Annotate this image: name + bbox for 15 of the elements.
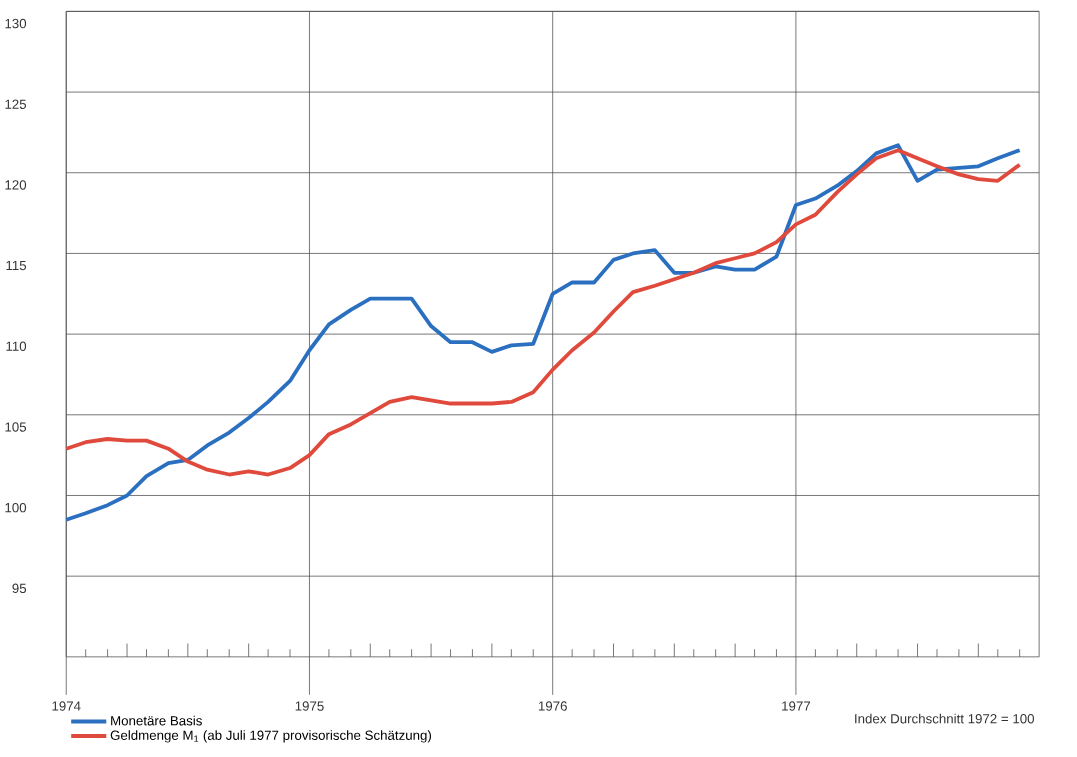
y-tick-label: 125 — [5, 99, 27, 110]
y-tick-label: 105 — [5, 422, 27, 432]
y-tick-label: 100 — [5, 503, 27, 513]
y-tick-label: 110 — [6, 341, 27, 352]
y-tick-label: 115 — [6, 261, 27, 271]
y-tick-label: 120 — [5, 180, 27, 190]
y-tick-label: 95 — [12, 583, 27, 594]
x-tick-label: 1975 — [295, 701, 324, 711]
x-tick-label: 1977 — [782, 701, 811, 711]
legend-label: Monetäre Basis — [111, 715, 202, 726]
x-tick-label: 1974 — [52, 701, 81, 711]
text: Index Durchschnitt 1972 = 100 — [855, 713, 1035, 724]
legend-label: Geldmenge M$_{1}$ (ab Juli 1977 provisorische Schätzung) — [110, 730, 431, 743]
x-tick-label: 1976 — [538, 701, 567, 711]
y-tick-label: 130 — [5, 19, 27, 29]
